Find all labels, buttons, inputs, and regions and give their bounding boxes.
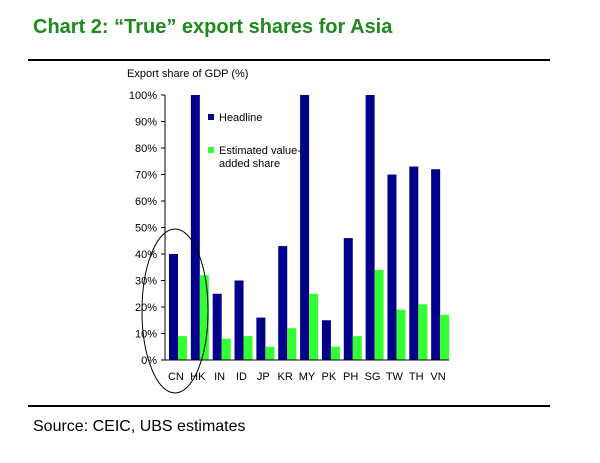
bar-value-added-vn <box>440 314 450 360</box>
bar-value-added-pk <box>330 346 340 360</box>
x-tick-label: CN <box>168 371 184 383</box>
legend-label: Headline <box>219 112 262 124</box>
bottom-rule <box>28 405 550 407</box>
x-tick-label: KR <box>278 371 293 383</box>
source-note: Source: CEIC, UBS estimates <box>33 418 246 435</box>
bar-value-added-kr <box>287 328 297 360</box>
bar-value-added-my <box>309 293 319 360</box>
x-tick-label: HK <box>190 371 206 383</box>
y-tick-label: 50% <box>135 223 157 235</box>
legend-label: Estimated value- <box>219 145 301 157</box>
bar-value-added-ph <box>352 336 362 360</box>
bar-value-added-id <box>243 336 253 360</box>
x-tick-label: JP <box>257 371 270 383</box>
bar-headline-my <box>300 95 310 360</box>
chart-title: Chart 2: “True” export shares for Asia <box>33 16 393 38</box>
bar-value-added-in <box>221 338 231 360</box>
y-axis-label: Export share of GDP (%) <box>127 68 248 80</box>
bar-headline-id <box>234 280 244 360</box>
y-tick-label: 100% <box>129 90 157 102</box>
bar-headline-sg <box>365 95 375 360</box>
x-tick-label: VN <box>430 371 445 383</box>
bar-value-added-cn <box>178 336 187 360</box>
bar-value-added-th <box>418 304 428 360</box>
highlight-ellipse <box>141 228 209 394</box>
bar-headline-tw <box>387 174 397 360</box>
bar-headline-jp <box>256 317 266 360</box>
bar-value-added-hk <box>199 275 209 360</box>
legend-swatch-value-added <box>208 147 214 153</box>
bar-value-added-jp <box>265 346 275 360</box>
bar-headline-pk <box>321 320 331 360</box>
x-tick-label: MY <box>299 371 316 383</box>
x-tick-label: IN <box>214 371 225 383</box>
x-tick-label: PH <box>343 371 358 383</box>
y-tick-label: 30% <box>135 276 157 288</box>
y-tick-label: 20% <box>135 302 157 314</box>
bar-value-added-sg <box>374 269 384 360</box>
bar-headline-kr <box>278 246 288 360</box>
bar-value-added-tw <box>396 309 406 360</box>
y-tick-label: 10% <box>135 329 157 341</box>
x-tick-label: PK <box>322 371 337 383</box>
y-tick-label: 80% <box>135 143 157 155</box>
x-tick-label: TH <box>409 371 424 383</box>
x-tick-label: TW <box>386 371 404 383</box>
y-tick-label: 90% <box>135 117 157 129</box>
bar-headline-ph <box>343 238 353 360</box>
bar-headline-hk <box>190 95 200 360</box>
bar-headline-th <box>409 166 419 360</box>
legend-swatch-headline <box>208 114 214 120</box>
top-rule <box>28 59 550 61</box>
bar-headline-vn <box>431 169 441 360</box>
y-tick-label: 70% <box>135 170 157 182</box>
y-tick-label: 40% <box>135 249 157 261</box>
legend-label: added share <box>219 158 280 170</box>
x-tick-label: SG <box>365 371 381 383</box>
bar-headline-cn <box>169 254 178 360</box>
y-tick-label: 60% <box>135 196 157 208</box>
bar-headline-in <box>212 293 222 360</box>
x-tick-label: ID <box>236 371 247 383</box>
